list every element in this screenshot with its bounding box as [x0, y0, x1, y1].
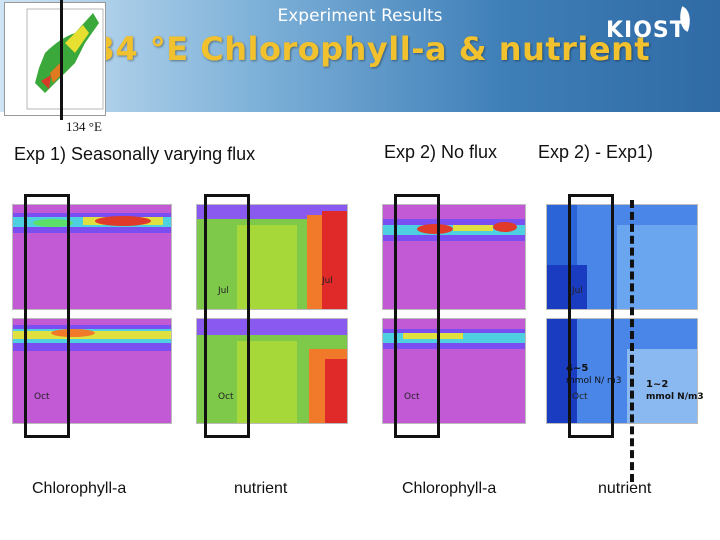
map-section-line: [60, 0, 63, 120]
exp1-nutrient-oct-panel: [196, 318, 348, 424]
diff-dashed-line: [630, 200, 634, 482]
annotation-left-value: 4~5: [566, 363, 589, 374]
annotation-right: 1~2 mmol N/m3: [646, 378, 704, 404]
exp2-chl-oct-panel: [382, 318, 526, 424]
month-label-oct-chl: Oct: [34, 392, 50, 402]
annotation-left-unit: mmol N/ m3: [566, 376, 622, 386]
highlight-box-exp1-chl: [24, 194, 70, 438]
exp2-chl-jul-panel: [382, 204, 526, 310]
exp1-label: Exp 1) Seasonally varying flux: [14, 144, 256, 164]
bottom-label-diff-nut: nutrient: [598, 480, 652, 497]
highlight-box-exp2-chl: [394, 194, 440, 438]
kiost-logo: KIOST: [606, 18, 686, 43]
annotation-left: 4~5 mmol N/ m3: [566, 362, 622, 388]
bottom-label-exp1-nut: nutrient: [234, 480, 288, 497]
slide-subtitle: Experiment Results: [277, 6, 443, 26]
annotation-right-value: 1~2: [646, 379, 669, 390]
bottom-label-exp2-chl: Chlorophyll-a: [402, 480, 497, 497]
inset-map: [4, 2, 106, 116]
exp-diff-label: Exp 2) - Exp1): [538, 142, 654, 162]
month-label-jul-exp1-nut: Jul: [322, 276, 333, 286]
month-label-jul-diff: Jul: [572, 286, 583, 296]
section-longitude-label: 134 °E: [66, 119, 102, 134]
highlight-box-exp1-nut: [204, 194, 250, 438]
bottom-label-exp1-chl: Chlorophyll-a: [32, 480, 127, 497]
month-label-oct-exp2: Oct: [404, 392, 420, 402]
inset-map-graphic: [26, 8, 104, 110]
header-banner: [0, 0, 720, 112]
exp2-label: Exp 2) No flux: [384, 142, 498, 162]
slide-title: 134 °E Chlorophyll-a & nutrient: [69, 30, 651, 68]
annotation-right-unit: mmol N/m3: [646, 392, 704, 402]
month-label-oct-nut: Oct: [218, 392, 234, 402]
exp1-chl-oct-panel: [12, 318, 172, 424]
exp1-chl-jul-panel: [12, 204, 172, 310]
diff-oct-panel: [546, 318, 698, 424]
month-label-oct-diff: Oct: [572, 392, 588, 402]
diff-jul-panel: [546, 204, 698, 310]
highlight-box-diff: [568, 194, 614, 438]
month-label-jul-nut: Jul: [218, 286, 229, 296]
exp1-nutrient-jul-panel: [196, 204, 348, 310]
